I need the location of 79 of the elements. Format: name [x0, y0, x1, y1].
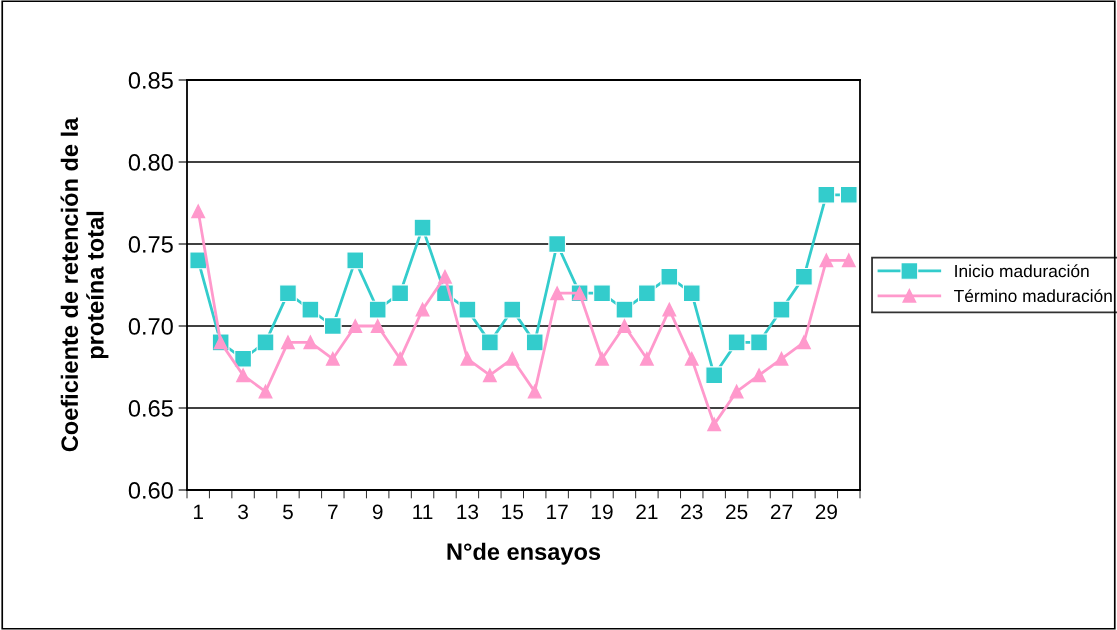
point	[458, 300, 477, 319]
point	[662, 302, 677, 317]
point	[727, 333, 746, 352]
point	[438, 269, 452, 284]
point	[393, 351, 408, 366]
point	[841, 253, 856, 268]
point	[819, 253, 834, 268]
y-tick-label: 0.85	[128, 72, 173, 89]
point	[817, 185, 836, 204]
point	[684, 351, 699, 366]
x-tick-label: 9	[372, 504, 383, 520]
point	[707, 417, 722, 432]
point	[637, 284, 656, 303]
point	[503, 300, 522, 319]
x-tick-label: 13	[457, 504, 479, 520]
point	[325, 351, 340, 366]
x-tick-label: 17	[547, 504, 568, 519]
x-tick-label: 15	[502, 504, 523, 520]
point	[705, 366, 724, 385]
point	[525, 333, 544, 352]
y-tick-label: 0.70	[128, 318, 173, 335]
point	[752, 368, 766, 383]
point	[279, 284, 297, 303]
x-tick-label: 29	[815, 504, 837, 520]
point	[750, 333, 768, 352]
x-tick-label: 5	[282, 504, 293, 520]
x-tick-label: 7	[328, 504, 338, 519]
point	[413, 218, 432, 237]
point	[346, 251, 365, 270]
point	[548, 235, 567, 253]
point	[593, 284, 611, 303]
point	[505, 351, 520, 366]
point	[595, 351, 609, 366]
x-tick-label: 11	[413, 504, 433, 519]
x-tick-label: 21	[636, 504, 658, 519]
y-tick-label: 0.65	[128, 400, 173, 417]
point	[234, 349, 252, 368]
point	[258, 384, 273, 399]
point	[729, 384, 744, 399]
point	[482, 368, 497, 383]
x-tick-label: 19	[592, 504, 613, 520]
x-axis-title: N°de ensayos	[447, 542, 601, 565]
x-tick-label: 27	[770, 504, 793, 519]
y-tick-label: 0.60	[128, 482, 173, 499]
y-tick-label: 0.80	[128, 154, 173, 171]
point	[301, 300, 320, 319]
y-axis-title: Coeficiente de retención de la proteína total	[60, 117, 109, 452]
point	[236, 368, 251, 383]
point	[256, 333, 275, 352]
point	[682, 284, 701, 303]
point	[323, 317, 342, 335]
point	[839, 185, 858, 204]
point	[415, 302, 430, 317]
point	[550, 286, 565, 301]
point	[617, 319, 632, 333]
point	[281, 335, 295, 350]
x-tick-label: 3	[238, 504, 248, 520]
x-tick-label: 23	[681, 504, 703, 520]
legend-label: Término maduración	[954, 289, 1112, 303]
x-tick-label: 1	[194, 504, 203, 519]
point	[303, 335, 318, 350]
point	[795, 267, 813, 286]
point	[368, 300, 387, 319]
legend-label: Inicio maduración	[955, 264, 1089, 278]
point	[639, 351, 654, 366]
point	[774, 351, 789, 366]
point	[348, 319, 363, 333]
point	[527, 384, 542, 399]
x-tick-label: 25	[726, 504, 748, 520]
point	[772, 300, 791, 319]
point	[615, 300, 634, 319]
y-tick-label: 0.75	[128, 236, 173, 253]
point	[460, 351, 475, 366]
point	[191, 204, 206, 219]
point	[370, 319, 385, 333]
point	[480, 333, 499, 352]
point	[796, 335, 811, 350]
point	[660, 267, 679, 286]
point	[391, 284, 410, 303]
